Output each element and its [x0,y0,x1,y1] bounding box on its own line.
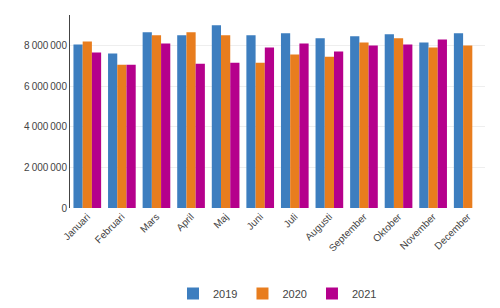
svg-text:April: April [174,211,196,233]
svg-text:November: November [398,211,439,252]
svg-text:Januari: Januari [61,211,92,242]
svg-text:0: 0 [61,203,67,214]
svg-text:Augusti: Augusti [303,211,334,242]
svg-text:2019: 2019 [213,288,237,300]
svg-text:Maj: Maj [211,211,230,230]
svg-text:Februari: Februari [93,211,127,245]
svg-text:December: December [432,211,473,252]
svg-text:Oktober: Oktober [371,211,404,244]
svg-text:2 000 000: 2 000 000 [24,162,67,173]
svg-text:September: September [327,211,370,254]
svg-text:Juli: Juli [281,211,299,229]
svg-text:Mars: Mars [138,211,162,235]
svg-text:2021: 2021 [352,288,376,300]
svg-text:6 000 000: 6 000 000 [24,81,67,92]
svg-text:Juni: Juni [244,211,265,232]
svg-text:2020: 2020 [282,288,306,300]
svg-text:4 000 000: 4 000 000 [24,121,67,132]
svg-text:8 000 000: 8 000 000 [24,40,67,51]
